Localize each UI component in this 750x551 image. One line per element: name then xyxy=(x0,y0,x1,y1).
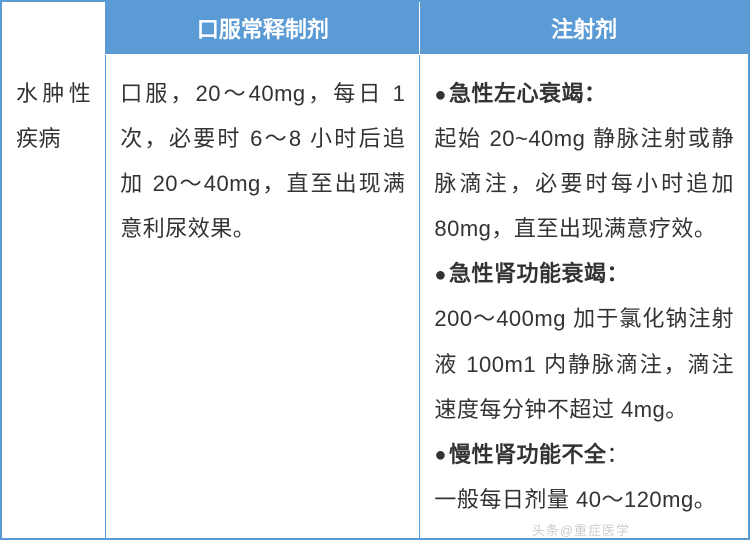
colon: ： xyxy=(606,442,629,467)
section-acute-heart: ●急性左心衰竭： xyxy=(434,71,734,116)
section-title: 急性左心衰竭： xyxy=(449,81,607,106)
watermark-text: 头条@重症医学 xyxy=(532,520,630,539)
section-body: 200～400mg 加于氯化钠注射液 100m1 内静脉滴注，滴注速度每分钟不超… xyxy=(434,296,734,431)
section-chronic-kidney: ●慢性肾功能不全： xyxy=(434,432,734,477)
row-label: 水肿性疾病 xyxy=(1,55,106,539)
table-row: 水肿性疾病 口服，20～40mg，每日 1 次，必要时 6～8 小时后追加 20… xyxy=(1,55,749,539)
header-empty xyxy=(1,1,106,55)
header-injection: 注射剂 xyxy=(420,1,749,55)
bullet-icon: ● xyxy=(434,435,447,476)
table-header-row: 口服常释制剂 注射剂 xyxy=(1,1,749,55)
section-body: 一般每日剂量 40～120mg。 xyxy=(434,477,734,522)
bullet-icon: ● xyxy=(434,255,447,296)
section-title: 慢性肾功能不全 xyxy=(449,442,607,467)
injection-cell: ●急性左心衰竭： 起始 20~40mg 静脉注射或静脉滴注，必要时每小时追加 8… xyxy=(420,55,749,539)
header-oral: 口服常释制剂 xyxy=(106,1,420,55)
bullet-icon: ● xyxy=(434,75,447,116)
dosage-table: 口服常释制剂 注射剂 水肿性疾病 口服，20～40mg，每日 1 次，必要时 6… xyxy=(0,0,750,540)
section-title: 急性肾功能衰竭： xyxy=(449,261,629,286)
section-acute-kidney: ●急性肾功能衰竭： xyxy=(434,251,734,296)
section-body: 起始 20~40mg 静脉注射或静脉滴注，必要时每小时追加 80mg，直至出现满… xyxy=(434,116,734,251)
oral-cell: 口服，20～40mg，每日 1 次，必要时 6～8 小时后追加 20～40mg，… xyxy=(106,55,420,539)
